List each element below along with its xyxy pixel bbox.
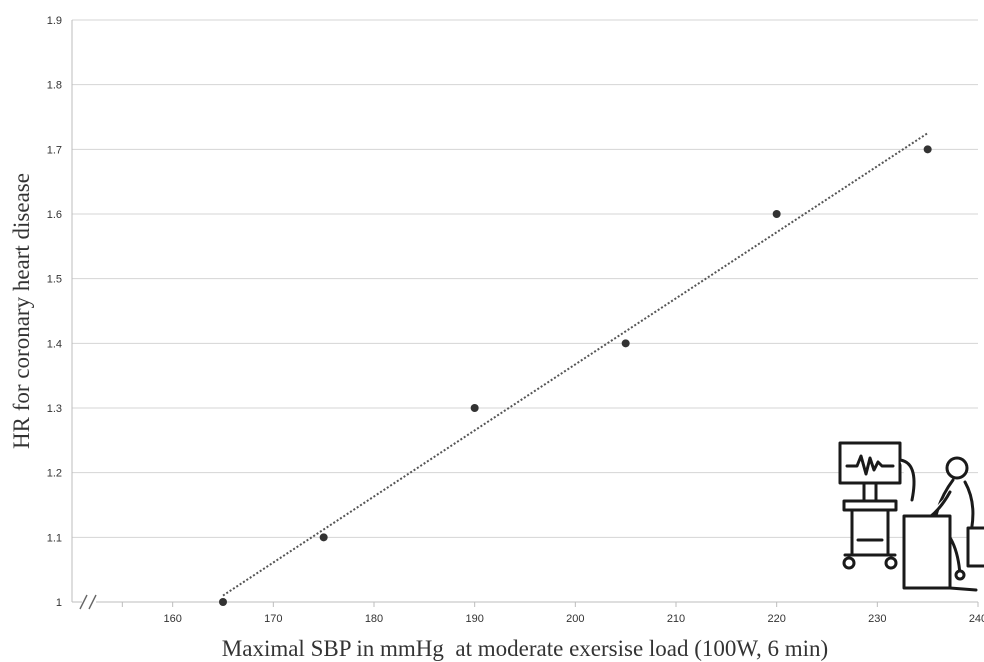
y-tick-label: 1.4 — [47, 338, 62, 350]
x-tick-label: 240 — [969, 613, 984, 625]
y-tick-label: 1.7 — [47, 144, 62, 156]
y-tick-label: 1.6 — [47, 209, 62, 221]
y-tick-labels: 1 1.1 1.2 1.3 1.4 1.5 1.6 1.7 1.8 1.9 — [47, 15, 62, 609]
x-tick-label: 180 — [365, 613, 383, 625]
y-tick-label: 1.1 — [47, 532, 62, 544]
x-axis-title: Maximal SBP in mmHg at moderate exersise… — [222, 636, 828, 661]
axis-break-mark — [79, 594, 88, 610]
y-tick-label: 1 — [56, 597, 62, 609]
y-tick-label: 1.5 — [47, 274, 62, 286]
y-tick-label: 1.2 — [47, 468, 62, 480]
trendline-dotted — [222, 132, 929, 597]
x-tick-label: 210 — [667, 613, 685, 625]
data-point — [923, 145, 932, 154]
data-point — [772, 210, 781, 218]
data-point — [470, 404, 479, 412]
axes — [71, 20, 979, 610]
y-tick-label: 1.8 — [47, 80, 62, 92]
x-tick-label: 160 — [163, 613, 181, 625]
x-tick-label: 230 — [868, 613, 886, 625]
data-point — [621, 339, 630, 348]
exercise-ecg-test-icon — [838, 441, 984, 592]
trendline — [222, 132, 929, 597]
y-tick-label: 1.3 — [47, 403, 62, 415]
x-tick-labels: 160 170 180 190 200 210 220 230 240 — [163, 613, 984, 625]
axis-break-mark — [88, 594, 97, 610]
y-tick-label: 1.9 — [47, 15, 62, 27]
x-tick-label: 200 — [566, 613, 584, 625]
ecg-wave-icon — [845, 454, 895, 476]
data-point — [219, 598, 227, 606]
data-point — [319, 533, 328, 542]
data-points — [219, 145, 932, 606]
x-tick-label: 170 — [264, 613, 282, 625]
gridlines — [72, 19, 978, 538]
x-tick-label: 190 — [465, 613, 483, 625]
x-tick-label: 220 — [767, 613, 785, 625]
y-axis-title: HR for coronary heart disease — [9, 173, 34, 449]
